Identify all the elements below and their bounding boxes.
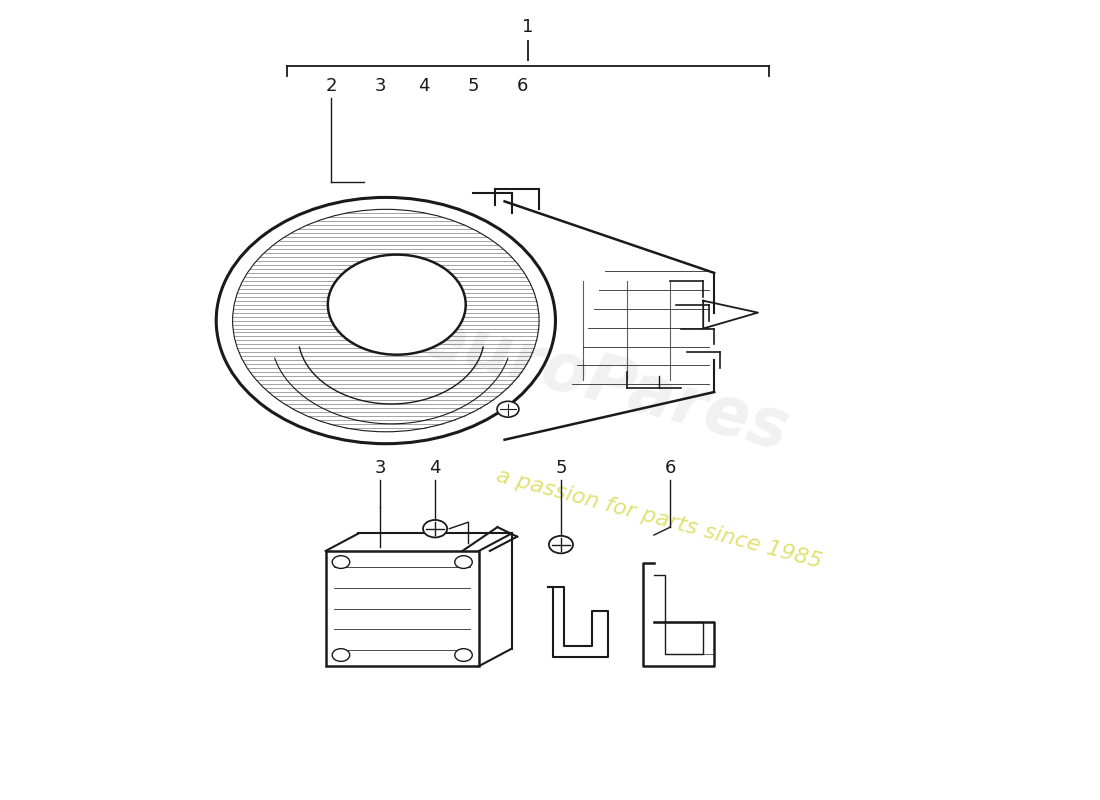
Circle shape [332, 649, 350, 662]
Circle shape [549, 536, 573, 554]
Text: 5: 5 [556, 458, 566, 477]
Text: 3: 3 [375, 77, 386, 95]
Text: 4: 4 [429, 458, 441, 477]
Circle shape [454, 556, 472, 569]
Text: 1: 1 [522, 18, 534, 36]
Bar [326, 551, 478, 666]
Text: 6: 6 [517, 77, 528, 95]
Text: a passion for parts since 1985: a passion for parts since 1985 [494, 466, 825, 572]
Text: euroPares: euroPares [414, 303, 796, 465]
Circle shape [328, 254, 465, 354]
Text: 5: 5 [468, 77, 480, 95]
Text: 2: 2 [326, 77, 337, 95]
Text: 3: 3 [375, 458, 386, 477]
Circle shape [454, 649, 472, 662]
Circle shape [497, 402, 519, 417]
Text: 4: 4 [418, 77, 430, 95]
Circle shape [424, 520, 447, 538]
Circle shape [332, 556, 350, 569]
Text: 6: 6 [664, 458, 676, 477]
